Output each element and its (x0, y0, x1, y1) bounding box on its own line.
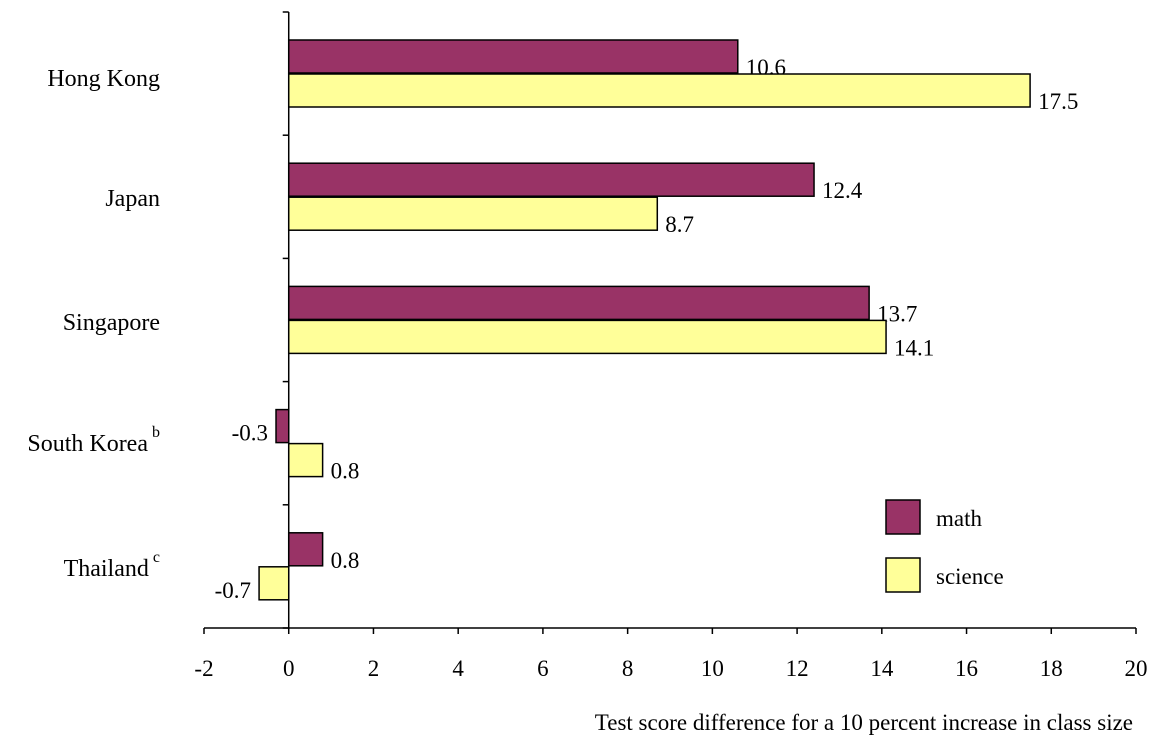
value-tick-label: 10 (701, 656, 724, 681)
data-label: 12.4 (822, 178, 863, 203)
legend: math science (885, 499, 1004, 593)
value-tick-label: 12 (786, 656, 809, 681)
data-label: 17.5 (1038, 89, 1078, 114)
value-axis: -2 0 2 4 6 8 10 12 14 16 18 20 (194, 627, 1148, 681)
bar-math (287, 162, 815, 197)
category-name: South Korea (27, 431, 148, 457)
value-tick-label: 6 (537, 656, 549, 681)
category-label: Singapore (63, 310, 160, 336)
legend-swatch-science (885, 557, 921, 593)
category-label: South Korea b (27, 424, 160, 457)
category-label: Hong Kong (47, 66, 160, 92)
category-superscript: b (152, 424, 160, 441)
bar-science (287, 319, 887, 355)
bar-math (287, 39, 739, 74)
bar-science (287, 73, 1031, 108)
data-label: 8.7 (665, 212, 694, 237)
value-tick-label: 4 (452, 656, 464, 681)
category-label: Japan (105, 186, 160, 212)
category-name: Singapore (63, 310, 160, 336)
bars: 10.617.512.48.713.714.1-0.30.80.8-0.7 (215, 39, 1078, 603)
data-label: 14.1 (894, 335, 934, 360)
value-tick-label: 16 (955, 656, 978, 681)
data-label: -0.3 (232, 421, 268, 446)
category-name: Hong Kong (47, 66, 160, 92)
value-tick-label: 2 (368, 656, 380, 681)
bar-science (258, 566, 290, 601)
category-name: Japan (105, 186, 160, 212)
category-name: Thailand (64, 556, 149, 582)
legend-label-math: math (936, 506, 982, 531)
category-label: Thailand c (64, 549, 160, 582)
data-label: 0.8 (331, 548, 360, 573)
value-tick-label: 20 (1125, 656, 1148, 681)
value-tick-label: 14 (870, 656, 894, 681)
bar-science (287, 442, 324, 478)
data-label: 0.8 (331, 459, 360, 484)
legend-swatch-math (885, 499, 921, 535)
value-tick-label: 0 (283, 656, 295, 681)
bar-math (287, 285, 870, 321)
category-axis: Hong Kong Japan Singapore South Korea b Thail… (27, 11, 290, 629)
bar-science (287, 196, 659, 231)
value-tick-label: 8 (622, 656, 634, 681)
category-superscript: c (153, 549, 160, 566)
value-tick-label: -2 (194, 656, 213, 681)
bar-math (287, 532, 324, 567)
value-tick-label: 18 (1040, 656, 1063, 681)
x-axis-title: Test score difference for a 10 percent i… (595, 710, 1133, 735)
data-label: -0.7 (215, 578, 251, 603)
legend-label-science: science (936, 564, 1004, 589)
bar-math (275, 408, 290, 444)
